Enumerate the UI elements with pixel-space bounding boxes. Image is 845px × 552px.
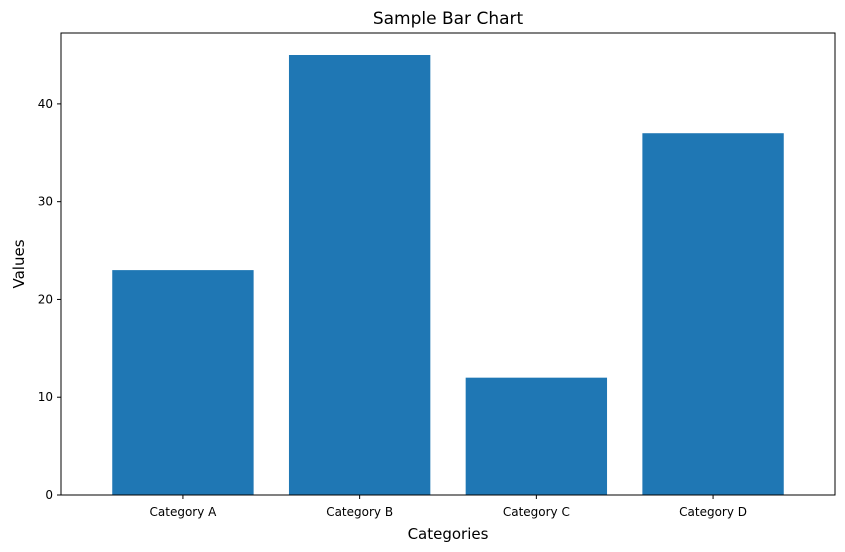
y-tick-label: 30 <box>38 195 53 209</box>
bar-category-b <box>288 55 431 495</box>
y-axis-label: Values <box>10 239 28 288</box>
x-tick-label: Category A <box>150 505 218 519</box>
x-tick-label: Category B <box>326 505 393 519</box>
x-tick-label: Category C <box>503 505 570 519</box>
bar-category-c <box>465 377 608 495</box>
chart-title: Sample Bar Chart <box>373 9 524 29</box>
ticks-layer: Category A Category B Category C Category D… <box>38 97 747 519</box>
y-tick-label: 40 <box>38 97 53 111</box>
y-tick-label: 20 <box>38 292 53 306</box>
plot-frame <box>60 32 836 496</box>
x-axis-label: Categories <box>408 525 489 543</box>
bars-layer <box>112 55 784 495</box>
y-tick-label: 0 <box>45 488 53 502</box>
x-tick-label: Category D <box>679 505 747 519</box>
bar-category-d <box>642 133 784 495</box>
y-tick-label: 10 <box>38 390 53 404</box>
bar-category-a <box>112 270 254 495</box>
